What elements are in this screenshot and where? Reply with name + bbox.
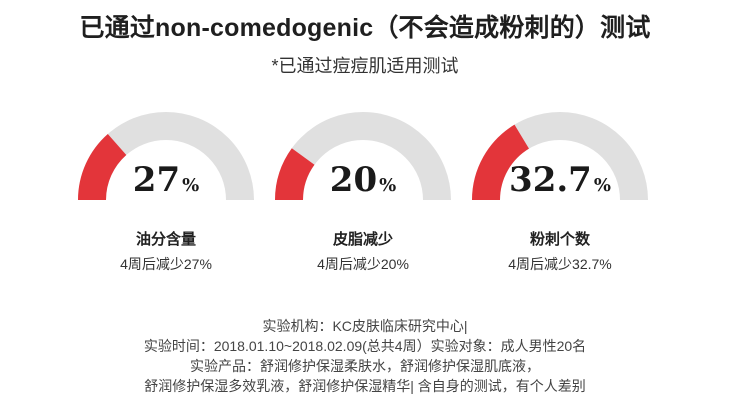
note-products-1: 实验产品：舒润修护保湿柔肤水，舒润修护保湿肌底液， (190, 358, 540, 374)
gauge-oil-fill (78, 133, 127, 201)
gauge-acne-value: 32.7% (509, 160, 611, 200)
gauge-oil: 27% 油分含量 4周后减少27% (66, 108, 266, 272)
gauge-oil-desc: 4周后减少27% (120, 256, 212, 272)
page-title: 已通过non-comedogenic（不会造成粉刺的）测试 (79, 14, 651, 42)
experiment-notes: 实验机构：KC皮肤临床研究中心| 实验时间：2018.01.10~2018.02… (0, 316, 730, 396)
gauge-sebum-fill (275, 148, 315, 201)
gauge-acne-label: 粉刺个数 (529, 231, 590, 248)
gauge-acne-fill (472, 124, 530, 201)
note-period-subjects: 实验时间：2018.01.10~2018.02.09(总共4周）实验对象：成人男… (143, 338, 587, 354)
gauge-acne: 32.7% 粉刺个数 4周后减少32.7% (460, 108, 660, 272)
gauge-sebum-label: 皮脂减少 (332, 231, 393, 248)
gauge-acne-desc: 4周后减少32.7% (508, 256, 612, 272)
note-products-2: 舒润修护保湿多效乳液，舒润修护保湿精华| 含自身的测试，有个人差别 (144, 378, 586, 394)
gauge-oil-label: 油分含量 (135, 231, 196, 248)
gauge-sebum-desc: 4周后减少20% (317, 256, 409, 272)
note-institution: 实验机构：KC皮肤临床研究中心| (262, 318, 468, 334)
gauge-sebum: 20% 皮脂减少 4周后减少20% (263, 108, 463, 272)
page-subtitle: *已通过痘痘肌适用测试 (271, 56, 459, 76)
gauge-group: 27% 油分含量 4周后减少27% 20% 皮脂减少 4周后减少20% 32.7… (0, 108, 730, 278)
gauge-sebum-arc (275, 112, 451, 201)
gauge-oil-value: 27% (132, 160, 200, 200)
gauge-acne-arc (472, 112, 648, 201)
gauge-oil-arc (78, 112, 254, 201)
gauge-sebum-value: 20% (329, 160, 397, 200)
